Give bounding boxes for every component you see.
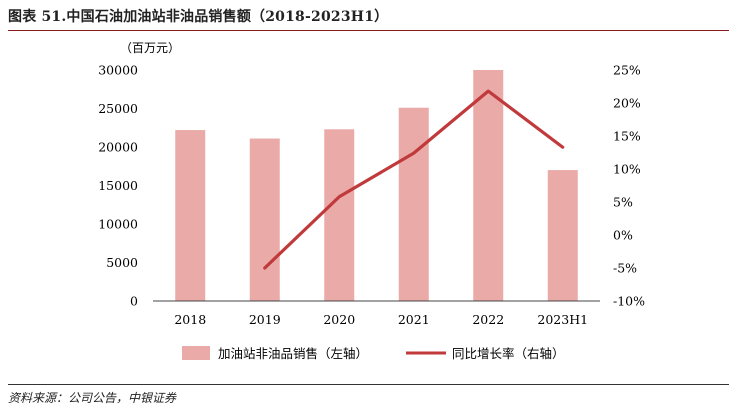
title-divider <box>8 30 729 31</box>
right-tick-label-15%: 15% <box>613 129 641 144</box>
left-tick-label-25000: 25000 <box>98 101 138 116</box>
left-tick-label-30000: 30000 <box>98 63 138 78</box>
x-tick-label-2021: 2021 <box>398 312 430 327</box>
left-tick-label-15000: 15000 <box>98 178 138 193</box>
x-tick-label-2023H1: 2023H1 <box>537 312 588 327</box>
right-tick-label--5%: -5% <box>613 261 637 276</box>
legend-line-label: 同比增长率（右轴） <box>452 346 565 361</box>
legend-bar-swatch <box>182 346 210 360</box>
legend-bar-label: 加油站非油品销售（左轴） <box>218 346 368 361</box>
x-tick-label-2018: 2018 <box>174 312 206 327</box>
left-axis-unit-label: （百万元） <box>120 41 180 55</box>
left-axis-tick-labels: 0 5000 10000 15000 20000 25000 30000 <box>98 63 138 309</box>
bar-2019 <box>249 138 280 301</box>
right-tick-label-20%: 20% <box>613 96 641 111</box>
right-tick-label--10%: -10% <box>613 294 645 309</box>
bar-2020 <box>324 129 355 301</box>
left-tick-label-0: 0 <box>130 294 138 309</box>
bar-2018 <box>175 130 206 301</box>
x-tick-label-2022: 2022 <box>472 312 504 327</box>
right-tick-label-5%: 5% <box>613 195 633 210</box>
bar-series <box>175 70 578 301</box>
line-series <box>263 89 565 270</box>
bar-2021 <box>398 107 429 301</box>
left-tick-label-20000: 20000 <box>98 140 138 155</box>
bar-2023H1 <box>547 170 578 301</box>
source-note: 资料来源：公司公告，中银证券 <box>8 391 177 405</box>
chart-title: 图表 51.中国石油加油站非油品销售额（2018-2023H1） <box>8 9 389 25</box>
right-tick-label-25%: 25% <box>613 63 641 78</box>
bar-2022 <box>473 70 504 301</box>
x-axis-tick-labels: 2018 2019 2020 2021 2022 2023H1 <box>174 312 588 327</box>
left-tick-label-10000: 10000 <box>98 217 138 232</box>
right-axis-tick-labels: -10% -5% 0% 5% 10% 15% 20% 25% <box>613 63 645 309</box>
x-tick-label-2020: 2020 <box>323 312 355 327</box>
legend: 加油站非油品销售（左轴） 同比增长率（右轴） <box>182 346 565 361</box>
x-tick-label-2019: 2019 <box>249 312 281 327</box>
right-tick-label-10%: 10% <box>613 162 641 177</box>
source-divider <box>8 384 729 385</box>
left-tick-label-5000: 5000 <box>106 255 138 270</box>
right-tick-label-0%: 0% <box>613 228 633 243</box>
growth-rate-line <box>263 89 565 270</box>
